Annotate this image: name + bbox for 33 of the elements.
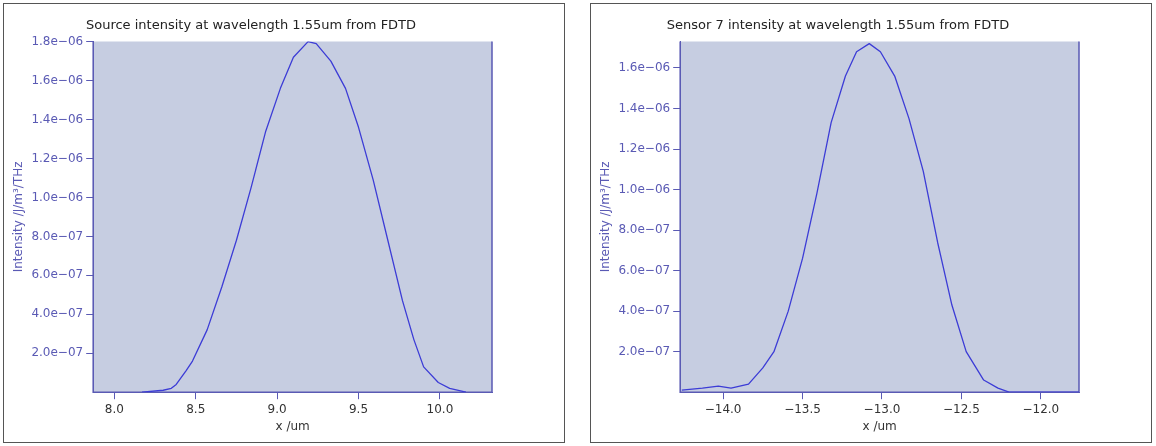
y-tick-label: 4.0e−07 (31, 306, 84, 321)
x-tick-label: 9.0 (267, 401, 287, 416)
y-axis-title: Intensity /J/m³/THz (11, 161, 26, 273)
chart-title: Sensor 7 intensity at wavelength 1.55um from FDTD (666, 17, 1010, 33)
x-tick-label: 8.0 (104, 401, 124, 416)
y-tick-label: 1.4e−06 (618, 100, 671, 115)
y-tick-label: 1.2e−06 (31, 150, 84, 165)
x-tick-label: −13.5 (784, 401, 821, 416)
y-tick-label: 1.6e−06 (31, 72, 84, 87)
y-tick-label: 8.0e−07 (618, 222, 671, 237)
y-tick-label: 6.0e−07 (31, 267, 84, 282)
y-tick-label: 4.0e−07 (618, 303, 671, 318)
x-axis-title: x /um (862, 418, 897, 433)
y-tick-label: 8.0e−07 (31, 228, 84, 243)
x-tick-label: −14.0 (704, 401, 742, 416)
x-tick-label: 9.5 (348, 401, 369, 416)
chart-title: Source intensity at wavelength 1.55um from FDTD (85, 17, 417, 33)
x-tick-label: −12.5 (943, 401, 980, 416)
y-tick-label: 1.2e−06 (618, 141, 671, 156)
y-tick-label: 1.8e−06 (31, 33, 84, 48)
y-tick-label: 6.0e−07 (618, 262, 671, 277)
y-tick-label: 1.4e−06 (31, 111, 84, 126)
y-tick-label: 2.0e−07 (618, 343, 671, 358)
y-tick-label: 2.0e−07 (31, 345, 84, 360)
y-tick-label: 1.0e−06 (31, 189, 84, 204)
x-tick-label: 10.0 (426, 401, 454, 416)
x-tick-label: 8.5 (186, 401, 206, 416)
x-axis-title: x /um (275, 418, 310, 433)
x-tick-label: −13.0 (863, 401, 901, 416)
y-axis-title: Intensity /J/m³/THz (598, 161, 613, 273)
x-tick-label: −12.0 (1022, 401, 1060, 416)
y-tick-label: 1.6e−06 (618, 60, 671, 75)
y-tick-label: 1.0e−06 (618, 181, 671, 196)
